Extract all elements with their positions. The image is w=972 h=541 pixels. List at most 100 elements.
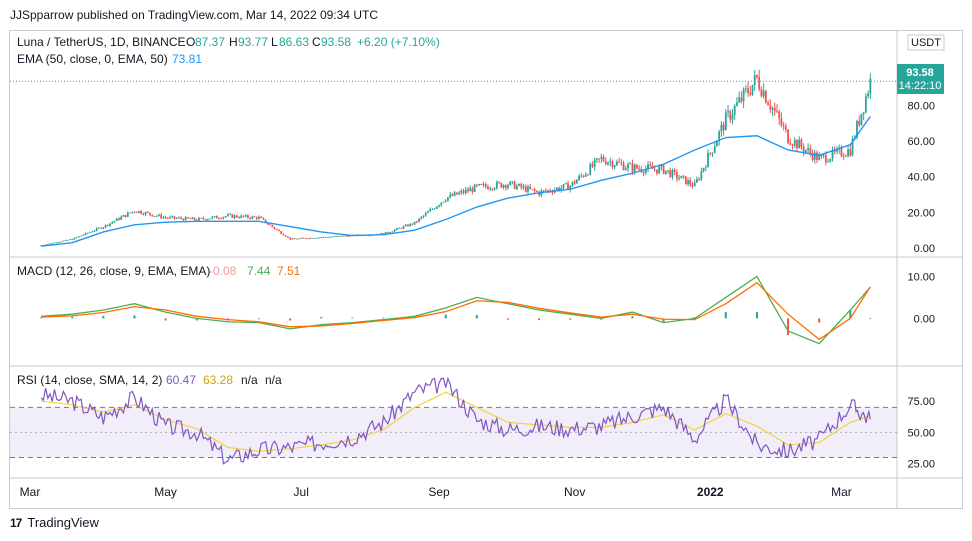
price-candle (162, 217, 165, 219)
price-candle (140, 211, 143, 214)
footer-brand[interactable]: TradingView (27, 515, 99, 530)
rsi-pane[interactable] (10, 376, 897, 465)
x-tick-label: Nov (564, 485, 585, 499)
price-candle (82, 234, 85, 236)
price-candle (622, 163, 625, 170)
macd-histogram-bar (506, 318, 509, 320)
price-candle (420, 216, 423, 219)
price-candle (740, 97, 743, 102)
price-candle (300, 237, 303, 239)
price-candle (415, 221, 418, 223)
price-candle (389, 232, 392, 234)
price-candle (151, 214, 154, 217)
symbol-label[interactable]: Luna / TetherUS, 1D, BINANCE (17, 35, 186, 49)
macd-pane[interactable] (40, 275, 872, 345)
price-badge-value: 93.58 (906, 67, 934, 79)
price-candle (409, 223, 412, 227)
price-candle (780, 118, 783, 126)
macd-line (41, 275, 871, 345)
macd-tick-label: 10.00 (907, 271, 935, 283)
price-candle (60, 241, 63, 243)
price-candle (166, 217, 169, 219)
price-candle (582, 175, 585, 177)
price-candle (422, 215, 425, 217)
price-candle (535, 190, 538, 192)
rsi-tick-label: 75.00 (907, 396, 935, 408)
price-candle (575, 180, 578, 184)
price-candle (707, 152, 709, 168)
change-value: +6.20 (+7.10%) (357, 35, 440, 49)
price-candle (173, 216, 176, 219)
price-candle (678, 178, 681, 180)
price-candle (858, 121, 861, 125)
price-candle (289, 237, 292, 240)
price-candle (455, 192, 458, 195)
price-candle (382, 233, 385, 235)
macd-value: 7.44 (247, 264, 271, 278)
rsi-na-2: n/a (265, 373, 282, 387)
price-candle (440, 202, 443, 206)
price-candle (111, 222, 114, 224)
rsi-value: 60.47 (166, 373, 196, 387)
price-candle (169, 216, 171, 219)
macd-histogram-bar (849, 310, 852, 319)
price-candle (62, 240, 65, 242)
chart-frame[interactable] (9, 30, 963, 509)
ema-label[interactable]: EMA (50, close, 0, EMA, 50) (17, 52, 168, 66)
price-candle (475, 184, 478, 186)
price-candle (146, 212, 149, 213)
price-candle (507, 184, 509, 188)
currency-box[interactable] (907, 34, 945, 51)
price-candle (242, 215, 245, 217)
price-candle (560, 187, 563, 191)
price-pane[interactable] (10, 69, 897, 247)
price-candle (687, 180, 689, 185)
price-candle (513, 181, 516, 189)
x-tick-label: Mar (831, 485, 852, 499)
price-candle (758, 76, 761, 90)
price-candle (482, 184, 485, 185)
price-candle (260, 216, 263, 218)
price-candle (842, 156, 845, 157)
price-candle (509, 181, 512, 185)
price-candle (711, 152, 714, 154)
price-candle (204, 219, 207, 220)
price-candle (495, 182, 498, 189)
price-candle (431, 208, 434, 210)
price-candle (827, 161, 829, 163)
price-candle (751, 84, 754, 95)
price-candle (653, 168, 656, 170)
price-candle (824, 154, 827, 163)
price-candle (69, 239, 71, 241)
tradingview-logo-icon[interactable]: 17 (10, 515, 22, 530)
macd-histogram-bar (320, 317, 323, 319)
price-candle (511, 181, 514, 183)
macd-label[interactable]: MACD (12, 26, close, 9, EMA, EMA) (17, 264, 210, 278)
x-tick-label: Sep (428, 485, 450, 499)
currency-label[interactable]: USDT (911, 37, 941, 49)
price-candle (836, 149, 838, 152)
rsi-label[interactable]: RSI (14, close, SMA, 14, 2) (17, 373, 162, 387)
price-candle (209, 218, 211, 220)
price-candle (484, 184, 487, 187)
price-candle (629, 163, 632, 165)
price-candle (462, 190, 465, 193)
price-candle (716, 141, 718, 147)
price-candle (153, 215, 156, 217)
price-candle (769, 105, 772, 110)
price-candle (202, 217, 205, 220)
price-candle (762, 90, 765, 97)
price-candle (469, 188, 472, 192)
macd-histogram-bar (662, 318, 665, 322)
price-candle (402, 226, 405, 229)
price-candle (427, 211, 429, 214)
price-candle (291, 238, 294, 240)
price-candle (847, 149, 849, 156)
price-candle (487, 186, 489, 190)
price-candle (324, 236, 327, 238)
price-candle (340, 235, 343, 237)
price-tick-label: 0.00 (914, 243, 935, 255)
rsi-tick-label: 50.00 (907, 427, 935, 439)
price-candle (271, 225, 274, 227)
